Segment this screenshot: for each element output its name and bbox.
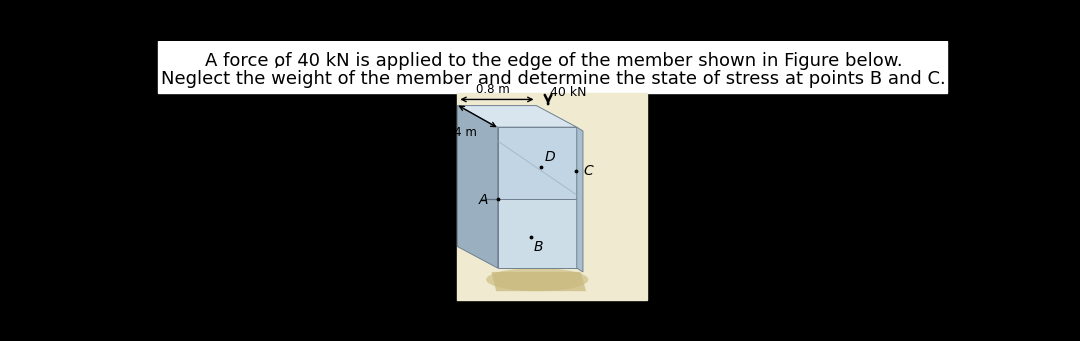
Text: Neglect the weight of the member and determine the state of stress at points B a: Neglect the weight of the member and det… <box>161 70 946 88</box>
Polygon shape <box>458 106 577 127</box>
Polygon shape <box>458 106 498 268</box>
Ellipse shape <box>486 268 589 291</box>
Text: B: B <box>534 240 543 254</box>
Text: 0.8 m: 0.8 m <box>476 83 510 95</box>
Text: C: C <box>583 164 593 178</box>
Text: ,: , <box>274 52 280 70</box>
Text: A: A <box>478 193 488 207</box>
Text: A force of 40 kN is applied to the edge of the member shown in Figure below.: A force of 40 kN is applied to the edge … <box>205 52 902 70</box>
Polygon shape <box>577 127 583 272</box>
Bar <box>457 93 647 300</box>
Bar <box>159 41 947 93</box>
Text: 0.4 m: 0.4 m <box>444 125 477 139</box>
Polygon shape <box>498 127 577 199</box>
Polygon shape <box>498 199 577 268</box>
Text: D: D <box>545 150 556 164</box>
Text: 40 kN: 40 kN <box>550 86 586 100</box>
Polygon shape <box>491 272 586 291</box>
